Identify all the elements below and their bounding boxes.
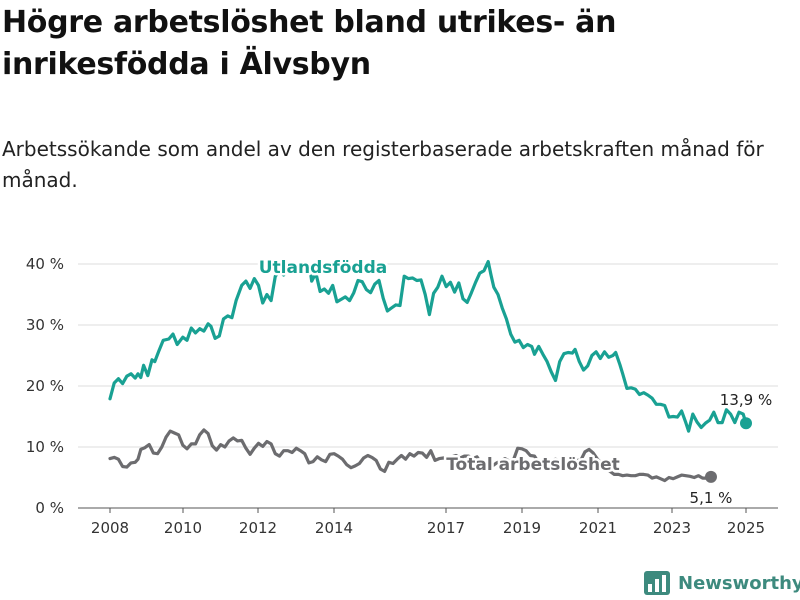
y-tick-label: 20 % xyxy=(26,377,64,395)
brand-logo: Newsworthy xyxy=(644,568,800,598)
x-tick-label: 2010 xyxy=(164,519,202,537)
series-line-total xyxy=(108,428,713,483)
series-end-value-label: 5,1 % xyxy=(690,489,733,507)
series-endpoint xyxy=(740,417,752,430)
series-lines xyxy=(108,260,748,483)
x-tick-label: 2023 xyxy=(653,519,691,537)
line-chart: 0 % 10 % 20 % 30 % 40 % 2008 2010 2012 2014 2017… xyxy=(26,255,778,537)
series-endpoints: 13,9 % 5,1 % xyxy=(690,391,773,507)
bar-chart-icon xyxy=(644,571,670,595)
y-axis: 0 % 10 % 20 % 30 % 40 % xyxy=(26,255,64,517)
y-tick-label: 40 % xyxy=(26,255,64,273)
x-tick-label: 2017 xyxy=(427,519,465,537)
x-tick-label: 2008 xyxy=(91,519,129,537)
series-label-halo: Total arbetslöshet xyxy=(446,455,620,475)
chart-title: Högre arbetslöshet bland utrikes- än inr… xyxy=(2,5,617,82)
series-label: Utlandsfödda xyxy=(259,258,388,278)
x-tick-label: 2021 xyxy=(579,519,617,537)
x-tick-label: 2019 xyxy=(503,519,541,537)
x-axis: 2008 2010 2012 2014 2017 2019 2021 2023 2025 xyxy=(91,508,765,537)
series-label: Total arbetslöshet xyxy=(446,455,620,475)
chart-subtitle: Arbetssökande som andel av den registerb… xyxy=(2,137,764,192)
series-endpoint xyxy=(704,470,717,483)
x-tick-label: 2025 xyxy=(727,519,765,537)
series-line-utlandsfodda xyxy=(108,260,748,433)
series-label-halo: Utlandsfödda xyxy=(259,258,388,278)
x-tick-label: 2012 xyxy=(239,519,277,537)
y-tick-label: 0 % xyxy=(35,499,64,517)
gridlines xyxy=(78,263,778,509)
x-tick-label: 2014 xyxy=(315,519,353,537)
y-tick-label: 30 % xyxy=(26,316,64,334)
series-end-value-label: 13,9 % xyxy=(720,391,772,409)
brand-name: Newsworthy xyxy=(678,572,800,594)
y-tick-label: 10 % xyxy=(26,438,64,456)
